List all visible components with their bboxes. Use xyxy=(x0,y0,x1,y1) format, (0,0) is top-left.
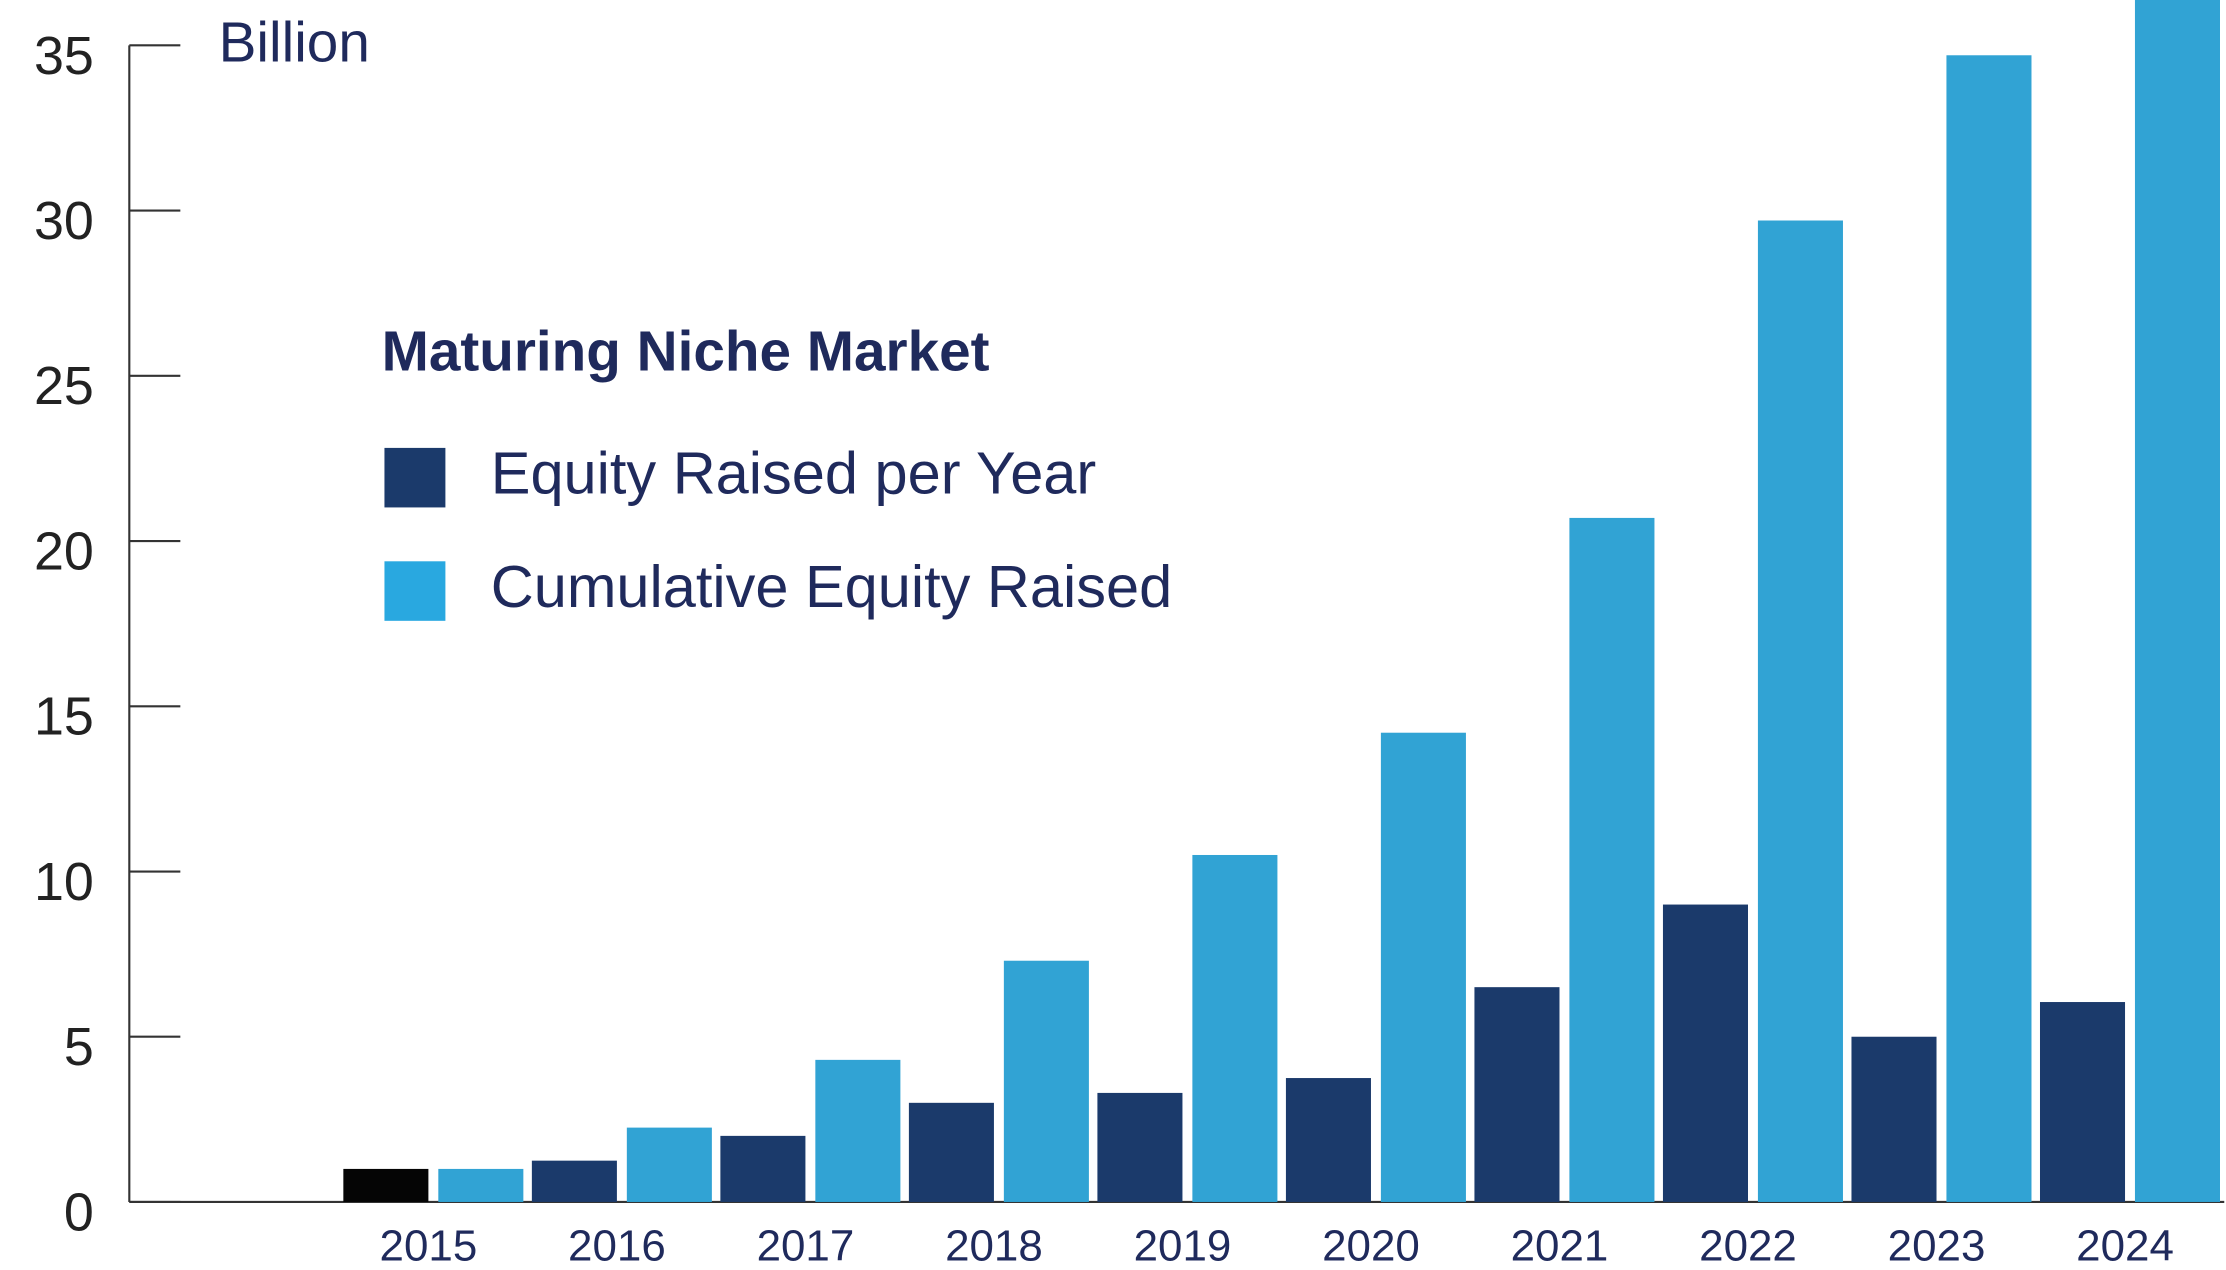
x-tick-label: 2016 xyxy=(568,1221,666,1270)
bar xyxy=(1569,517,1655,1202)
bar xyxy=(1380,732,1466,1202)
bar xyxy=(815,1059,901,1202)
bar xyxy=(2134,0,2220,1202)
y-tick-label: 0 xyxy=(64,1182,94,1242)
x-tick-label: 2021 xyxy=(1511,1221,1609,1270)
bar xyxy=(531,1160,617,1202)
x-tick-label: 2019 xyxy=(1134,1221,1232,1270)
legend-label: Cumulative Equity Raised xyxy=(491,553,1172,620)
bar xyxy=(438,1168,524,1202)
y-tick-label: 25 xyxy=(34,356,94,416)
bar xyxy=(720,1135,806,1202)
y-tick-label: 35 xyxy=(34,26,94,86)
bar xyxy=(908,1102,994,1202)
bar xyxy=(1662,904,1748,1202)
y-tick-label: 10 xyxy=(34,852,94,912)
bar xyxy=(1003,960,1089,1202)
bar xyxy=(1285,1078,1371,1202)
bar xyxy=(343,1168,429,1202)
legend-title: Maturing Niche Market xyxy=(382,321,990,384)
legend-label: Equity Raised per Year xyxy=(491,439,1096,506)
bar xyxy=(1757,220,1843,1202)
x-tick-label: 2020 xyxy=(1322,1221,1420,1270)
y-tick-label: 20 xyxy=(34,521,94,581)
legend-swatch xyxy=(384,447,446,508)
bar xyxy=(2039,1002,2126,1202)
legend-swatch xyxy=(384,561,446,621)
bar xyxy=(626,1127,712,1202)
bar xyxy=(1946,55,2032,1202)
bar xyxy=(1097,1092,1183,1202)
x-tick-label: 2015 xyxy=(380,1221,478,1270)
x-tick-label: 2022 xyxy=(1699,1221,1797,1270)
unit-label: Billion xyxy=(219,12,370,75)
bar xyxy=(1192,854,1278,1202)
x-tick-label: 2023 xyxy=(1888,1221,1986,1270)
bar xyxy=(1474,987,1560,1202)
x-tick-label: 2017 xyxy=(757,1221,855,1270)
y-tick-label: 30 xyxy=(34,191,94,251)
y-tick-label: 5 xyxy=(64,1017,94,1077)
y-tick-label: 15 xyxy=(34,687,94,747)
x-tick-label: 2018 xyxy=(945,1221,1043,1270)
bar xyxy=(1851,1036,1937,1202)
x-tick-label: 2024 xyxy=(2076,1221,2174,1270)
